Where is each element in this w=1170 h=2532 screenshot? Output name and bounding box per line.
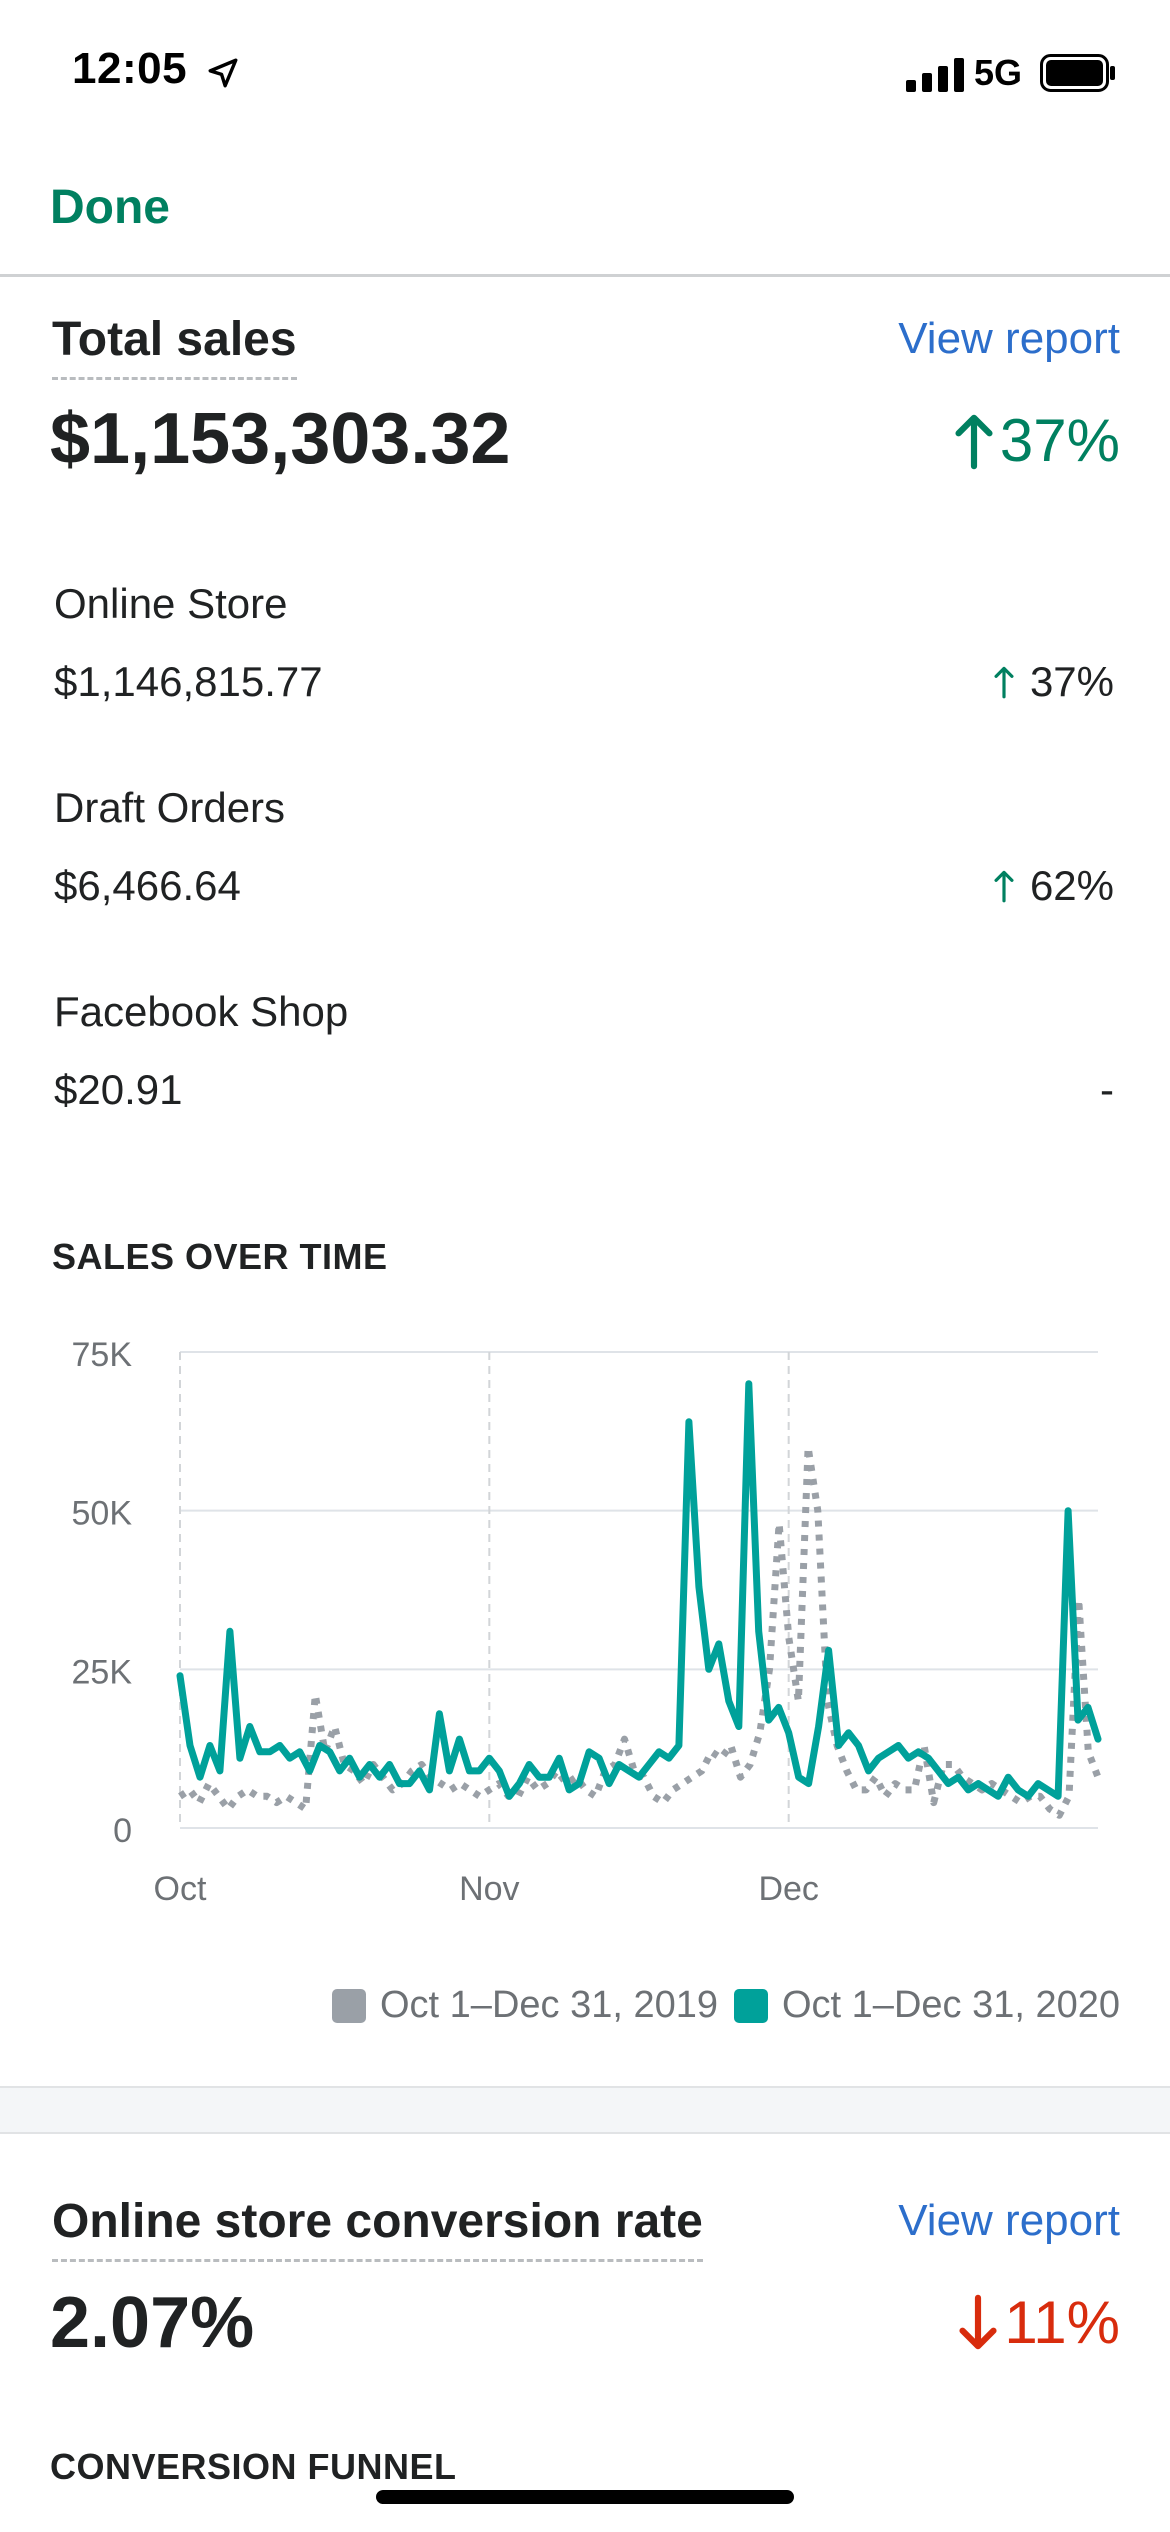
arrow-up-icon — [994, 666, 1014, 699]
total-sales-change: 37% — [954, 406, 1120, 475]
channel-value: $20.91 — [54, 1066, 183, 1113]
legend-swatch — [332, 1988, 366, 2023]
sales-over-time-chart: 0 25K 50K 75K Oct Nov Dec — [72, 1336, 1102, 1908]
cellular-signal-icon — [906, 58, 964, 92]
channel-change: 37% — [992, 658, 1114, 706]
x-tick-label: Nov — [459, 1870, 519, 1908]
y-tick-label: 50K — [72, 1495, 133, 1533]
nav-divider — [0, 274, 1170, 277]
channel-change: 62% — [992, 862, 1114, 910]
conversion-rate-change-value: 11% — [1004, 2289, 1120, 2356]
conversion-view-report-link[interactable]: View report — [898, 2196, 1120, 2245]
channel-change: - — [1100, 1066, 1114, 1114]
series-line-2020 — [176, 1380, 1102, 1800]
legend-label: Oct 1–Dec 31, 2020 — [782, 1984, 1120, 2026]
channel-name: Facebook Shop — [54, 988, 349, 1035]
channel-name: Online Store — [54, 580, 288, 627]
legend-item-2020[interactable]: Oct 1–Dec 31, 2020 — [734, 1984, 1120, 2027]
status-bar: 12:05 5G — [0, 0, 1170, 140]
home-indicator — [376, 2490, 794, 2504]
conversion-rate-title[interactable]: Online store conversion rate — [52, 2194, 703, 2262]
total-sales-change-value: 37% — [999, 407, 1120, 474]
channel-value: $6,466.64 — [54, 862, 241, 909]
battery-icon — [1040, 54, 1115, 92]
conversion-rate-change: 11% — [958, 2288, 1120, 2357]
y-tick-label: 25K — [72, 1653, 133, 1691]
chart-legend: Oct 1–Dec 31, 2019 Oct 1–Dec 31, 2020 — [332, 1984, 1120, 2027]
total-sales-view-report-link[interactable]: View report — [898, 314, 1120, 363]
card-separator — [0, 2086, 1170, 2134]
arrow-up-icon — [955, 414, 993, 469]
arrow-up-icon — [994, 870, 1014, 903]
status-time: 12:05 — [72, 44, 188, 93]
conversion-rate-value: 2.07% — [50, 2283, 255, 2363]
done-button[interactable]: Done — [50, 181, 170, 234]
x-tick-label: Oct — [154, 1870, 207, 1908]
network-label: 5G — [974, 52, 1023, 93]
legend-item-2019[interactable]: Oct 1–Dec 31, 2019 — [332, 1984, 718, 2027]
sales-over-time-label: SALES OVER TIME — [52, 1236, 388, 1277]
location-arrow-icon — [208, 58, 238, 88]
total-sales-title[interactable]: Total sales — [52, 312, 297, 380]
y-tick-label: 75K — [72, 1336, 133, 1374]
channel-name: Draft Orders — [54, 784, 286, 831]
x-tick-label: Dec — [758, 1870, 818, 1908]
channel-value: $1,146,815.77 — [54, 658, 323, 705]
legend-swatch — [734, 1988, 768, 2023]
series-line-2019 — [178, 1443, 1102, 1819]
y-tick-label: 0 — [113, 1812, 132, 1850]
conversion-funnel-label: CONVERSION FUNNEL — [50, 2446, 457, 2487]
channel-change-value: - — [1100, 1066, 1114, 1113]
channel-change-value: 37% — [1029, 658, 1114, 705]
channel-change-value: 62% — [1029, 862, 1114, 909]
legend-label: Oct 1–Dec 31, 2019 — [380, 1984, 718, 2026]
arrow-down-icon — [959, 2294, 997, 2349]
total-sales-value: $1,153,303.32 — [50, 399, 511, 479]
